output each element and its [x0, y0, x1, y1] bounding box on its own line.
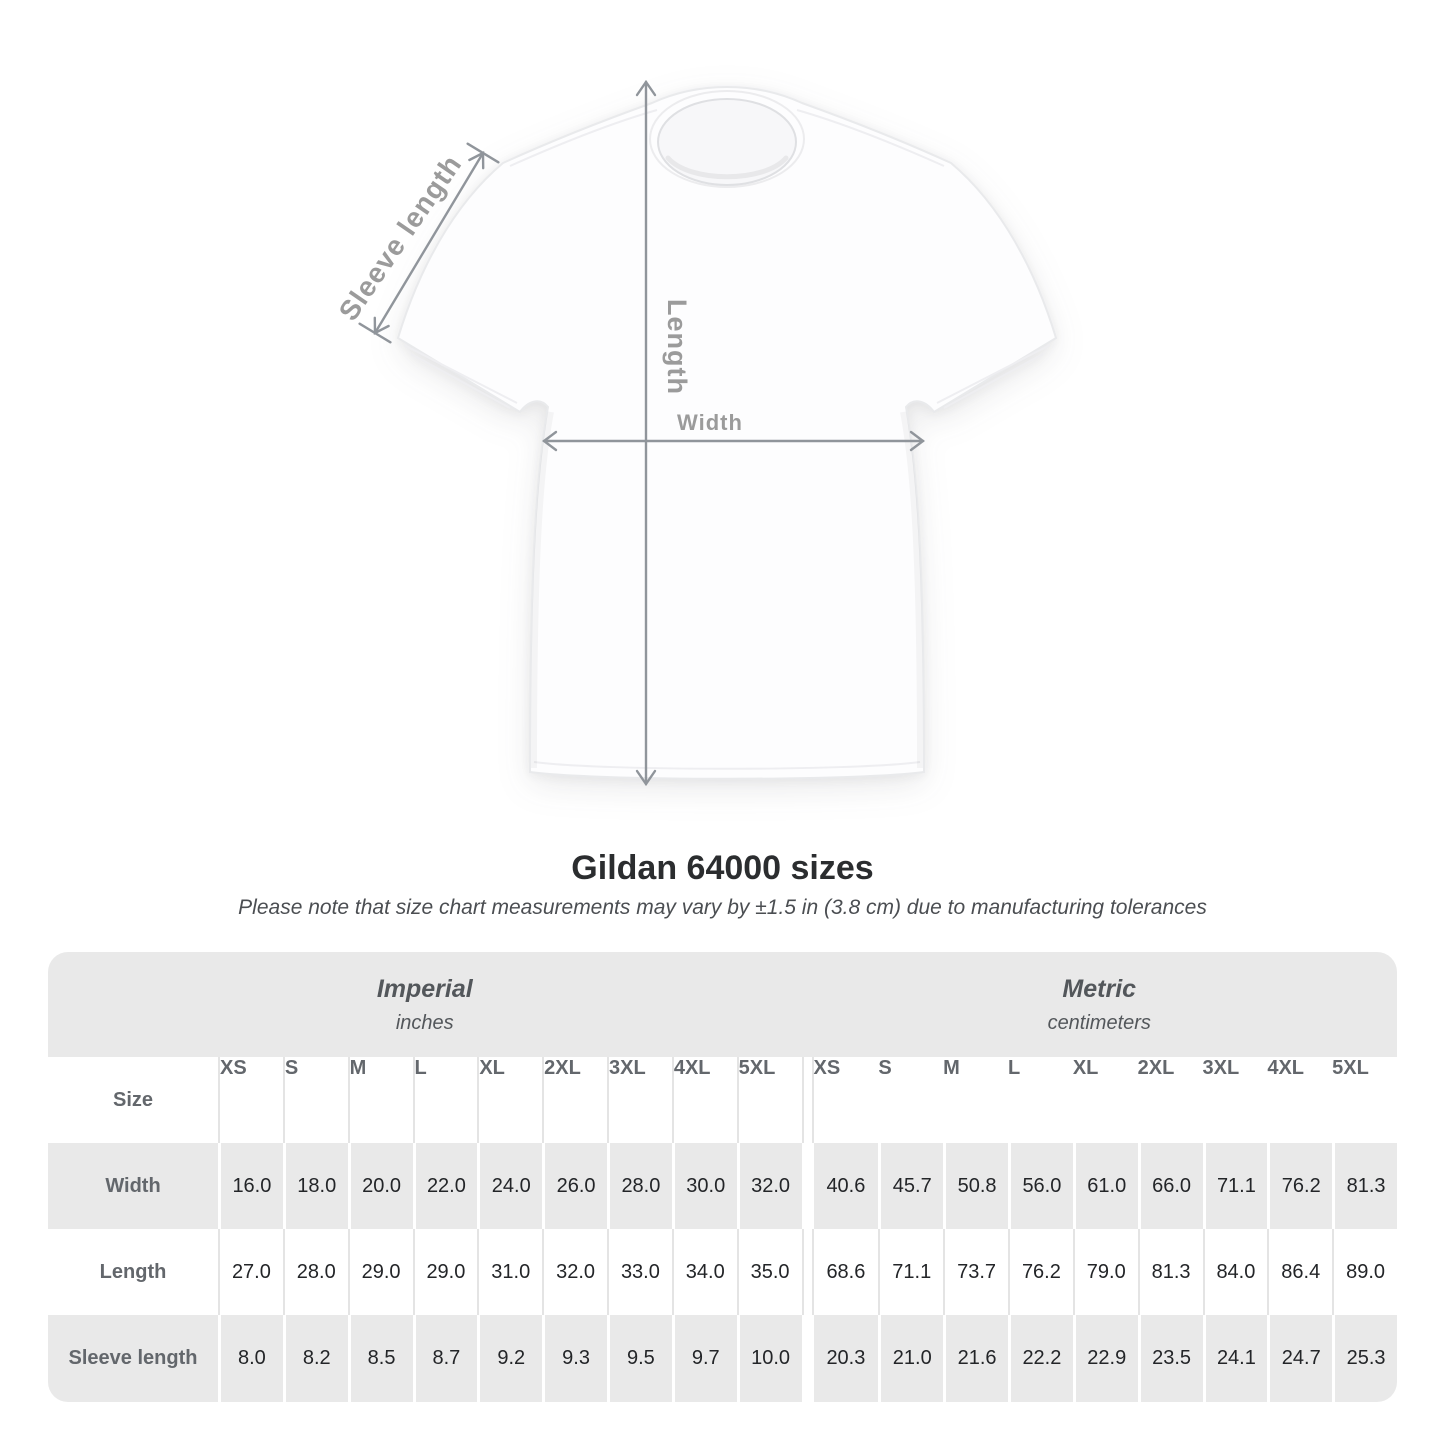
value-cell-metric: 25.3: [1332, 1315, 1397, 1402]
length-label: Length: [662, 299, 692, 395]
value-cell-imperial: 31.0: [477, 1229, 543, 1315]
value-cell-metric: 21.0: [878, 1315, 944, 1402]
unit-group-label: Imperial: [376, 974, 473, 1003]
value-cell-metric: 79.0: [1072, 1229, 1138, 1315]
value-cell-imperial: 18.0: [282, 1143, 348, 1229]
value-cell-imperial: 28.0: [282, 1229, 348, 1315]
group-divider: [801, 1315, 814, 1402]
value-cell-metric: 45.7: [878, 1143, 944, 1229]
group-divider: [801, 1143, 814, 1229]
value-cell-metric: 24.7: [1267, 1315, 1333, 1402]
value-cell-imperial: 35.0: [736, 1229, 802, 1315]
value-cell-imperial: 9.7: [671, 1315, 737, 1402]
size-col-header: XL: [1072, 1057, 1138, 1143]
value-cell-imperial: 29.0: [412, 1229, 478, 1315]
value-cell-metric: 84.0: [1202, 1229, 1268, 1315]
value-cell-metric: 22.9: [1072, 1315, 1138, 1402]
sleeve-length-dimension-arrow: [358, 142, 500, 344]
value-cell-imperial: 9.3: [542, 1315, 607, 1402]
value-cell-metric: 89.0: [1332, 1229, 1397, 1315]
size-col-header: S: [282, 1057, 348, 1143]
size-col-header: 3XL: [1202, 1057, 1268, 1143]
size-col-header: XS: [813, 1057, 879, 1143]
unit-group-metric: Metric centimeters: [801, 952, 1397, 1057]
size-col-header: S: [878, 1057, 944, 1143]
value-cell-imperial: 26.0: [542, 1143, 607, 1229]
value-cell-imperial: 27.0: [218, 1229, 283, 1315]
size-col-header: L: [412, 1057, 478, 1143]
width-dimension-arrow: [542, 430, 925, 452]
value-cell-imperial: 24.0: [477, 1143, 543, 1229]
value-cell-imperial: 9.5: [607, 1315, 672, 1402]
unit-group-label: Metric: [1062, 974, 1137, 1003]
value-cell-metric: 73.7: [943, 1229, 1008, 1315]
unit-group-unit: inches: [395, 1011, 454, 1034]
size-col-header: 4XL: [1267, 1057, 1333, 1143]
tshirt-graphic: [396, 85, 1058, 780]
tshirt-measurement-diagram: Sleeve length Length Width: [333, 79, 1058, 787]
value-cell-metric: 20.3: [813, 1315, 879, 1402]
size-col-header: XS: [218, 1057, 283, 1143]
value-cell-metric: 81.3: [1332, 1143, 1397, 1229]
width-label: Width: [677, 410, 743, 435]
length-dimension-arrow: [635, 79, 657, 787]
size-col-header: 3XL: [607, 1057, 672, 1143]
value-cell-imperial: 10.0: [736, 1315, 802, 1402]
value-cell-imperial: 8.0: [218, 1315, 283, 1402]
value-cell-metric: 23.5: [1137, 1315, 1203, 1402]
value-cell-metric: 86.4: [1267, 1229, 1333, 1315]
value-cell-metric: 68.6: [813, 1229, 879, 1315]
size-col-header: M: [943, 1057, 1008, 1143]
group-divider: [801, 1229, 814, 1315]
size-corner-label: Size: [48, 1057, 218, 1143]
value-cell-metric: 61.0: [1072, 1143, 1138, 1229]
size-col-header: 5XL: [736, 1057, 802, 1143]
value-cell-metric: 50.8: [943, 1143, 1008, 1229]
tolerance-note: Please note that size chart measurements…: [238, 896, 1207, 919]
size-col-header: 2XL: [1137, 1057, 1203, 1143]
value-cell-metric: 40.6: [813, 1143, 879, 1229]
row-label: Width: [48, 1143, 218, 1229]
unit-group-imperial: Imperial inches: [48, 952, 802, 1057]
page-title: Gildan 64000 sizes: [571, 849, 874, 887]
value-cell-imperial: 9.2: [477, 1315, 543, 1402]
value-cell-imperial: 30.0: [671, 1143, 737, 1229]
size-col-header: 5XL: [1332, 1057, 1397, 1143]
value-cell-metric: 71.1: [1202, 1143, 1268, 1229]
value-cell-metric: 56.0: [1008, 1143, 1073, 1229]
size-table: Imperial inches Metric centimeters Size XS S M L…: [48, 952, 1397, 1402]
value-cell-imperial: 16.0: [218, 1143, 283, 1229]
value-cell-metric: 81.3: [1137, 1229, 1203, 1315]
size-col-header: 4XL: [671, 1057, 737, 1143]
value-cell-metric: 22.2: [1008, 1315, 1073, 1402]
value-cell-imperial: 22.0: [412, 1143, 478, 1229]
value-cell-imperial: 33.0: [607, 1229, 672, 1315]
group-divider: [801, 1057, 814, 1143]
value-cell-imperial: 28.0: [607, 1143, 672, 1229]
value-cell-imperial: 8.2: [282, 1315, 348, 1402]
value-cell-imperial: 32.0: [542, 1229, 607, 1315]
size-col-header: 2XL: [542, 1057, 607, 1143]
size-col-header: L: [1008, 1057, 1073, 1143]
value-cell-metric: 66.0: [1137, 1143, 1203, 1229]
row-label: Length: [48, 1229, 218, 1315]
size-col-header: XL: [477, 1057, 543, 1143]
value-cell-imperial: 8.7: [412, 1315, 478, 1402]
value-cell-imperial: 29.0: [347, 1229, 413, 1315]
value-cell-imperial: 20.0: [347, 1143, 413, 1229]
value-cell-imperial: 34.0: [671, 1229, 737, 1315]
value-cell-metric: 76.2: [1267, 1143, 1333, 1229]
value-cell-metric: 21.6: [943, 1315, 1008, 1402]
value-cell-metric: 76.2: [1008, 1229, 1073, 1315]
row-label: Sleeve length: [48, 1315, 218, 1402]
value-cell-imperial: 8.5: [347, 1315, 413, 1402]
size-col-header: M: [347, 1057, 413, 1143]
value-cell-metric: 71.1: [878, 1229, 944, 1315]
value-cell-metric: 24.1: [1202, 1315, 1268, 1402]
unit-group-unit: centimeters: [1047, 1011, 1151, 1034]
value-cell-imperial: 32.0: [736, 1143, 802, 1229]
